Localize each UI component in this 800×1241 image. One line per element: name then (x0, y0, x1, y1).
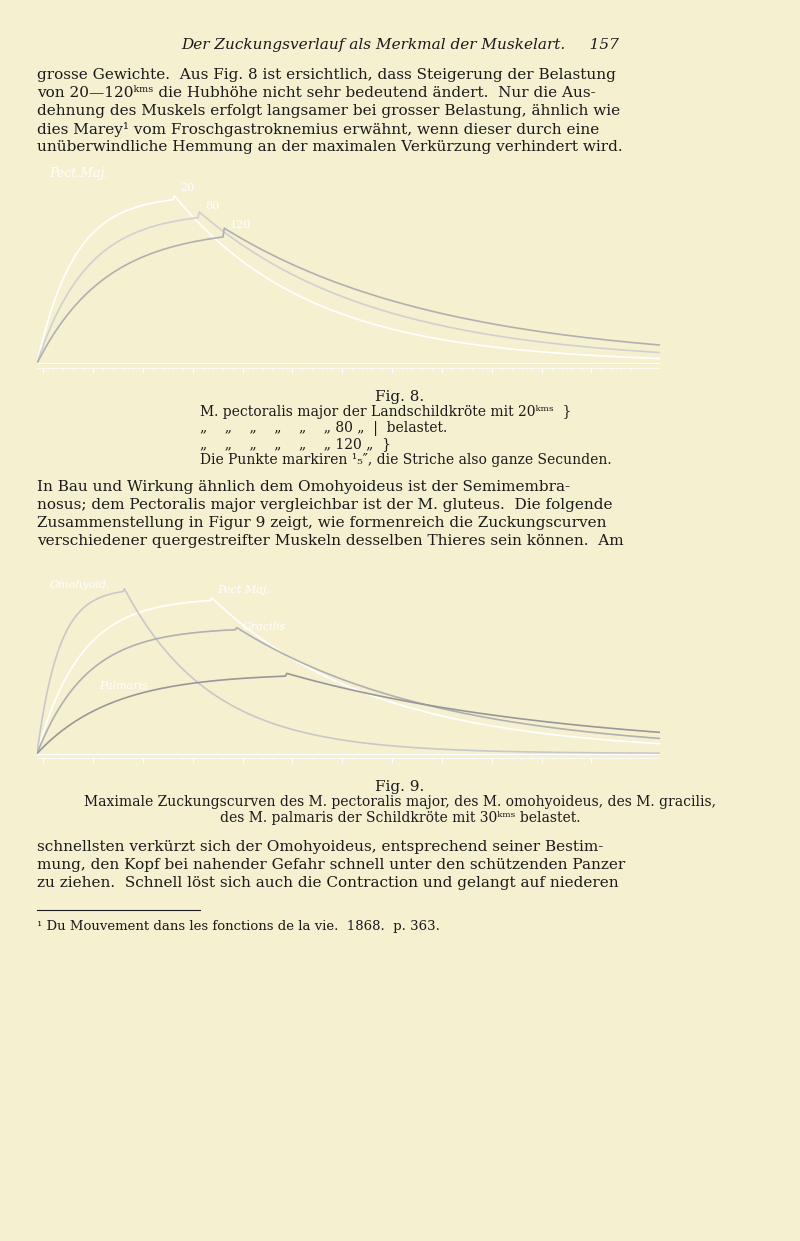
Text: M. pectoralis major der Landschildkröte mit 20ᵏᵐˢ  }: M. pectoralis major der Landschildkröte … (200, 405, 571, 419)
Text: grosse Gewichte.  Aus Fig. 8 ist ersichtlich, dass Steigerung der Belastung: grosse Gewichte. Aus Fig. 8 ist ersichtl… (37, 68, 616, 82)
Text: 80: 80 (206, 201, 219, 211)
Text: ¹ Du Mouvement dans les fonctions de la vie.  1868.  p. 363.: ¹ Du Mouvement dans les fonctions de la … (37, 920, 440, 933)
Text: „    „    „    „    „    „ 120 „  }: „ „ „ „ „ „ 120 „ } (200, 437, 391, 450)
Text: von 20—120ᵏᵐˢ die Hubhöhe nicht sehr bedeutend ändert.  Nur die Aus-: von 20—120ᵏᵐˢ die Hubhöhe nicht sehr bed… (37, 86, 596, 101)
Text: Fig. 8.: Fig. 8. (375, 390, 425, 405)
Text: des M. palmaris der Schildkröte mit 30ᵏᵐˢ belastet.: des M. palmaris der Schildkröte mit 30ᵏᵐ… (220, 812, 580, 825)
Text: Palmaris: Palmaris (99, 681, 148, 691)
Text: mung, den Kopf bei nahender Gefahr schnell unter den schützenden Panzer: mung, den Kopf bei nahender Gefahr schne… (37, 858, 626, 872)
Text: Pect.Maj.: Pect.Maj. (50, 166, 109, 180)
Text: „    „    „    „    „    „ 80 „  |  belastet.: „ „ „ „ „ „ 80 „ | belastet. (200, 421, 447, 436)
Text: 20: 20 (180, 182, 194, 192)
Text: zu ziehen.  Schnell löst sich auch die Contraction und gelangt auf niederen: zu ziehen. Schnell löst sich auch die Co… (37, 876, 618, 890)
Text: verschiedener quergestreifter Muskeln desselben Thieres sein können.  Am: verschiedener quergestreifter Muskeln de… (37, 534, 624, 549)
Text: Maximale Zuckungscurven des M. pectoralis major, des M. omohyoideus, des M. grac: Maximale Zuckungscurven des M. pectorali… (84, 795, 716, 809)
Text: Die Punkte markiren ¹₅″, die Striche also ganze Secunden.: Die Punkte markiren ¹₅″, die Striche als… (200, 453, 612, 467)
Text: schnellsten verkürzt sich der Omohyoideus, entsprechend seiner Bestim-: schnellsten verkürzt sich der Omohyoideu… (37, 840, 603, 854)
Text: Der Zuckungsverlauf als Merkmal der Muskelart.     157: Der Zuckungsverlauf als Merkmal der Musk… (181, 38, 619, 52)
Text: unüberwindliche Hemmung an der maximalen Verkürzung verhindert wird.: unüberwindliche Hemmung an der maximalen… (37, 140, 622, 154)
Text: dies Marey¹ vom Froschgastroknemius erwähnt, wenn dieser durch eine: dies Marey¹ vom Froschgastroknemius erwä… (37, 122, 599, 137)
Text: Omohyoid.: Omohyoid. (50, 581, 110, 591)
Text: Pect Maj.: Pect Maj. (218, 585, 270, 594)
Text: dehnung des Muskels erfolgt langsamer bei grosser Belastung, ähnlich wie: dehnung des Muskels erfolgt langsamer be… (37, 104, 620, 118)
Text: Gracilis: Gracilis (242, 622, 286, 632)
Text: nosus; dem Pectoralis major vergleichbar ist der M. gluteus.  Die folgende: nosus; dem Pectoralis major vergleichbar… (37, 498, 613, 513)
Text: 120: 120 (230, 220, 251, 230)
Text: In Bau und Wirkung ähnlich dem Omohyoideus ist der Semimembra-: In Bau und Wirkung ähnlich dem Omohyoide… (37, 480, 570, 494)
Text: Zusammenstellung in Figur 9 zeigt, wie formenreich die Zuckungscurven: Zusammenstellung in Figur 9 zeigt, wie f… (37, 516, 606, 530)
Text: Fig. 9.: Fig. 9. (375, 781, 425, 794)
